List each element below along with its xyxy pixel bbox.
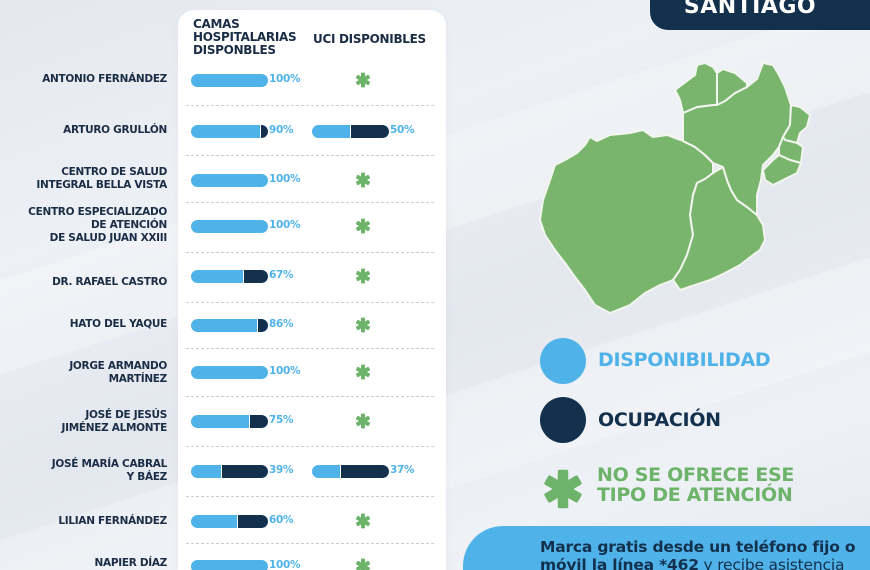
row-divider (186, 302, 434, 303)
row-divider (186, 496, 434, 497)
beds-availability-bar (191, 465, 268, 478)
beds-availability-bar (191, 366, 268, 379)
beds-availability-bar-percent: 75% (269, 414, 294, 426)
occupied-segment (260, 125, 268, 138)
row-divider (186, 348, 434, 349)
hospital-name: JORGE ARMANDO MARTÍNEZ (69, 360, 167, 385)
icu-availability-bar (312, 465, 389, 478)
hospital-name: JOSÉ MARÍA CABRAL Y BÁEZ (51, 458, 168, 483)
hotline-text-normal: y recibe asistencia (698, 556, 845, 570)
hotline-text-bold: Marca gratis desde un teléfono fijo o mó… (540, 538, 856, 570)
row-divider (186, 202, 434, 203)
beds-availability-bar-percent: 60% (269, 514, 294, 526)
beds-availability-bar-percent: 39% (269, 464, 294, 476)
icu-availability-bar (312, 125, 389, 138)
occupied-segment (340, 465, 389, 478)
not-offered-asterisk-icon (355, 268, 371, 284)
hospital-name: DR. RAFAEL CASTRO (52, 276, 167, 288)
hotline-text: Marca gratis desde un teléfono fijo o mó… (540, 538, 870, 570)
beds-availability-bar (191, 174, 268, 187)
beds-availability-bar (191, 125, 268, 138)
hospital-name: HATO DEL YAQUE (69, 318, 168, 330)
beds-availability-bar (191, 560, 268, 570)
hospital-name: CENTRO DE SALUD INTEGRAL BELLA VISTA (36, 166, 167, 191)
region-title-banner: SANTIAGO (650, 0, 870, 30)
column-header-beds: CAMAS HOSPITALARIAS DISPONBLES (193, 17, 297, 57)
beds-availability-bar-percent: 100% (269, 173, 301, 185)
beds-availability-bar (191, 415, 268, 428)
beds-availability-bar-percent: 86% (269, 318, 294, 330)
not-offered-asterisk-icon (355, 218, 371, 234)
asterisk-medical-icon (544, 469, 582, 509)
beds-availability-bar-percent: 100% (269, 219, 301, 231)
beds-availability-bar (191, 220, 268, 233)
hospital-name: LILIAN FERNÁNDEZ (58, 515, 167, 527)
icu-availability-bar-percent: 50% (390, 124, 415, 136)
occupied-segment (243, 270, 268, 283)
legend-available-label: DISPONIBILIDAD (598, 349, 771, 371)
hospital-name: NAPIER DÍAZ (94, 557, 168, 569)
column-header-icu: UCI DISPONIBLES (313, 32, 426, 46)
occupied-segment (237, 515, 268, 528)
row-divider (186, 446, 434, 447)
hospital-name: ANTONIO FERNÁNDEZ (42, 73, 167, 85)
row-divider (186, 105, 434, 106)
table-panel (178, 10, 446, 570)
santiago-province-map (539, 62, 811, 314)
not-offered-asterisk-icon (355, 513, 371, 529)
beds-availability-bar-percent: 100% (269, 365, 301, 377)
not-offered-asterisk-icon (355, 172, 371, 188)
legend-available-dot (540, 338, 586, 384)
beds-availability-bar-percent: 100% (269, 559, 301, 570)
not-offered-asterisk-icon (355, 364, 371, 380)
occupied-segment (350, 125, 389, 138)
occupied-segment (257, 319, 268, 332)
beds-availability-bar-percent: 90% (269, 124, 294, 136)
legend-occupied-dot (540, 397, 586, 443)
occupied-segment (221, 465, 268, 478)
row-divider (186, 396, 434, 397)
beds-availability-bar-percent: 100% (269, 73, 301, 85)
row-divider (186, 155, 434, 156)
not-offered-asterisk-icon (355, 413, 371, 429)
hospital-name: ARTURO GRULLÓN (63, 124, 167, 136)
beds-availability-bar (191, 319, 268, 332)
row-divider (186, 252, 434, 253)
hotline-banner (463, 526, 870, 570)
beds-availability-bar (191, 74, 268, 87)
not-offered-asterisk-icon (355, 558, 371, 570)
icu-availability-bar-percent: 37% (390, 464, 415, 476)
legend-not-offered-label: NO SE OFRECE ESE TIPO DE ATENCIÓN (597, 464, 795, 506)
row-divider (186, 543, 434, 544)
hospital-name: CENTRO ESPECIALIZADO DE ATENCIÓN DE SALU… (28, 206, 167, 244)
legend-occupied-label: OCUPACIÓN (598, 409, 721, 431)
occupied-segment (249, 415, 268, 428)
hospital-name: JOSÉ DE JESÚS JIMÉNEZ ALMONTE (61, 409, 168, 434)
beds-availability-bar (191, 515, 268, 528)
beds-availability-bar (191, 270, 268, 283)
not-offered-asterisk-icon (355, 317, 371, 333)
beds-availability-bar-percent: 67% (269, 269, 294, 281)
not-offered-asterisk-icon (355, 72, 371, 88)
